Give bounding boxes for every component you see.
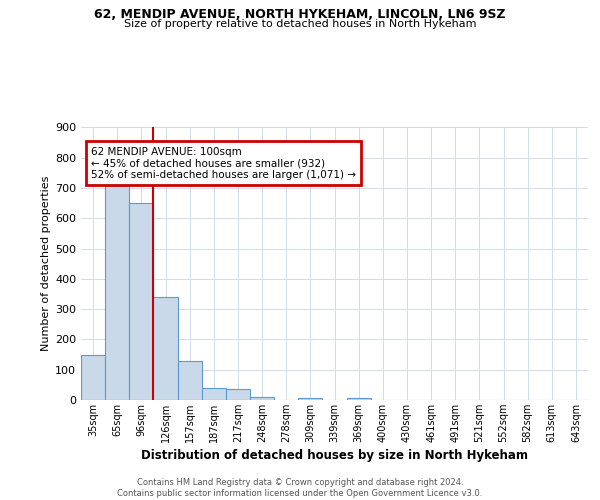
Text: Contains HM Land Registry data © Crown copyright and database right 2024.
Contai: Contains HM Land Registry data © Crown c… bbox=[118, 478, 482, 498]
Bar bbox=[226, 390, 250, 400]
Bar bbox=[298, 398, 322, 400]
Bar bbox=[154, 297, 178, 400]
Y-axis label: Number of detached properties: Number of detached properties bbox=[41, 176, 51, 352]
Bar bbox=[178, 360, 202, 400]
Text: Size of property relative to detached houses in North Hykeham: Size of property relative to detached ho… bbox=[124, 19, 476, 29]
Bar bbox=[250, 397, 274, 400]
Bar bbox=[81, 354, 105, 400]
Bar bbox=[129, 203, 154, 400]
Bar bbox=[105, 185, 129, 400]
Bar bbox=[347, 398, 371, 400]
X-axis label: Distribution of detached houses by size in North Hykeham: Distribution of detached houses by size … bbox=[141, 449, 528, 462]
Text: 62, MENDIP AVENUE, NORTH HYKEHAM, LINCOLN, LN6 9SZ: 62, MENDIP AVENUE, NORTH HYKEHAM, LINCOL… bbox=[94, 8, 506, 20]
Text: 62 MENDIP AVENUE: 100sqm
← 45% of detached houses are smaller (932)
52% of semi-: 62 MENDIP AVENUE: 100sqm ← 45% of detach… bbox=[91, 146, 356, 180]
Bar bbox=[202, 388, 226, 400]
